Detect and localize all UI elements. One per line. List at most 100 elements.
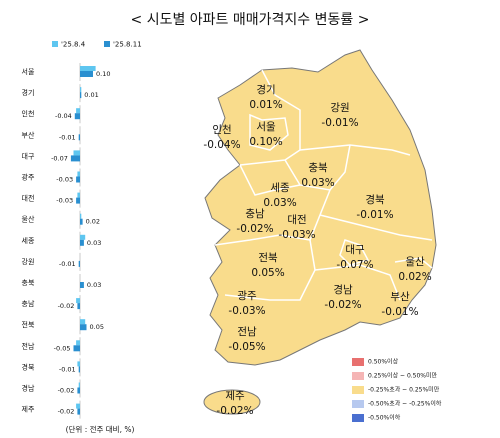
legend-swatch: [52, 41, 58, 47]
region-value: -0.07%: [336, 259, 373, 271]
category-label: 강원: [22, 257, 35, 266]
region-name: 경남: [333, 283, 353, 296]
title: < 시도별 아파트 매매가격지수 변동률 >: [131, 12, 370, 28]
region-value: 0.05%: [251, 267, 284, 279]
bar: [77, 303, 80, 310]
bar: [76, 108, 80, 114]
bar: [80, 234, 86, 240]
bar: [77, 361, 80, 367]
region-value: -0.03%: [278, 229, 315, 241]
bar: [80, 87, 82, 93]
region-name: 강원: [330, 102, 349, 114]
region-borders: [214, 69, 433, 301]
region-name: 대전: [287, 214, 306, 226]
bar: [76, 197, 80, 204]
korea-map: [203, 49, 437, 415]
region-name: 울산: [405, 256, 425, 268]
category-label: 대구: [22, 152, 35, 160]
region-value: -0.02%: [324, 299, 361, 311]
value-label: -0.01: [59, 365, 76, 373]
region-value: -0.01%: [356, 209, 393, 221]
region-value: -0.03%: [228, 305, 265, 317]
value-label: 0.10: [96, 70, 110, 78]
jeju: [203, 389, 261, 415]
value-label: -0.03: [56, 197, 73, 205]
legend-label: -0.50%이하: [368, 414, 401, 422]
region-name: 충남: [245, 208, 265, 220]
unit-note: (단위 : 전주 대비, %): [66, 424, 135, 434]
region-value: 0.03%: [301, 177, 334, 189]
region-value: -0.01%: [381, 306, 418, 318]
region-name: 광주: [237, 290, 257, 302]
region-value: -0.04%: [203, 139, 240, 151]
value-label: -0.02: [58, 302, 75, 310]
bar: [77, 387, 80, 394]
bar: [80, 71, 93, 77]
bar: [78, 366, 80, 373]
legend-swatch: [352, 358, 364, 366]
region-value: 0.01%: [249, 99, 282, 111]
region-name: 세종: [270, 182, 290, 194]
bar: [80, 319, 86, 325]
legend-label: -0.25%초과 ~ 0.25%미만: [368, 386, 440, 394]
value-label: -0.05: [54, 344, 71, 352]
legend-label: '25.8.4: [61, 41, 86, 49]
bar: [76, 403, 80, 409]
category-label: 전남: [22, 341, 35, 350]
region-name: 충북: [308, 162, 328, 174]
bar: [80, 218, 83, 225]
bar: [77, 171, 80, 177]
region-name: 제주: [225, 390, 245, 402]
category-label: 전북: [22, 320, 35, 329]
legend-label: 0.50%이상: [368, 358, 399, 366]
bar: [76, 298, 80, 304]
bar-chart: '25.8.4 '25.8.11 서울 0.10 경기 0.01 인천 -0.04 부산 -0.0…: [22, 41, 142, 419]
bar: [73, 345, 80, 352]
region-value: -0.02%: [236, 223, 273, 235]
legend-swatch: [352, 372, 364, 380]
bar: [80, 66, 96, 71]
bar: [80, 282, 84, 288]
value-label: -0.03: [56, 176, 73, 184]
category-label: 경북: [22, 362, 35, 371]
value-label: 0.03: [87, 281, 101, 289]
category-label: 경남: [22, 384, 35, 393]
value-label: 0.02: [86, 218, 100, 226]
mainland: [204, 49, 437, 366]
category-label: 세종: [22, 236, 35, 245]
legend-swatch: [352, 414, 364, 422]
bar: [80, 239, 84, 246]
bar: [77, 408, 80, 415]
category-label: 경기: [22, 88, 35, 97]
category-label: 광주: [22, 174, 35, 182]
category-label: 충남: [22, 299, 35, 308]
legend-swatch: [352, 386, 364, 394]
value-label: -0.01: [59, 260, 76, 268]
region-value: -0.02%: [216, 405, 253, 417]
value-label: -0.02: [58, 387, 75, 395]
region-value: -0.01%: [321, 117, 358, 129]
category-label: 울산: [22, 215, 35, 224]
bar: [77, 192, 80, 198]
value-label: 0.03: [87, 239, 101, 247]
bar: [70, 155, 80, 162]
legend-swatch: [104, 41, 110, 47]
legend-label: '25.8.11: [113, 41, 142, 49]
region-value: 0.03%: [263, 197, 296, 209]
category-label: 대전: [22, 194, 35, 203]
value-label: 0.01: [84, 91, 98, 99]
bar: [80, 324, 87, 331]
category-label: 충북: [22, 278, 35, 287]
bar: [74, 113, 80, 120]
region-name: 인천: [212, 124, 231, 136]
bar: [80, 92, 82, 99]
region-name: 전남: [237, 326, 257, 338]
region-name: 서울: [256, 121, 276, 133]
legend-swatch: [352, 400, 364, 408]
bar: [78, 134, 80, 141]
region-name: 대구: [345, 244, 365, 256]
region-name: 전북: [258, 252, 278, 264]
bar: [73, 150, 80, 156]
category-label: 인천: [22, 109, 35, 118]
